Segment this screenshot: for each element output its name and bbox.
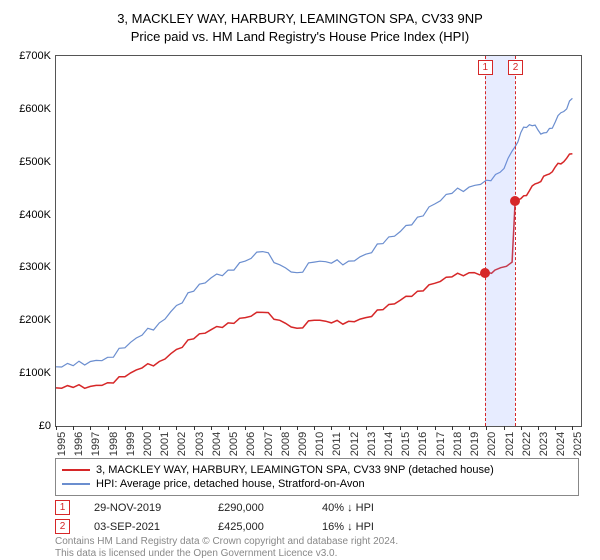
- y-axis-label: £600K: [1, 103, 51, 115]
- event-vline: [515, 56, 516, 426]
- y-axis-label: £500K: [1, 156, 51, 168]
- event-row-marker: 1: [55, 500, 70, 515]
- x-axis-label: 2022: [521, 432, 533, 456]
- event-marker-box: 2: [508, 60, 523, 75]
- footnote-line1: Contains HM Land Registry data © Crown c…: [55, 536, 398, 548]
- x-axis-label: 2020: [486, 432, 498, 456]
- event-date: 29-NOV-2019: [94, 502, 194, 514]
- x-axis-label: 2021: [504, 432, 516, 456]
- title-line1: 3, MACKLEY WAY, HARBURY, LEAMINGTON SPA,…: [0, 10, 600, 28]
- event-dot: [510, 196, 520, 206]
- legend-item: HPI: Average price, detached house, Stra…: [62, 477, 572, 491]
- legend-label: HPI: Average price, detached house, Stra…: [96, 478, 365, 490]
- footnote: Contains HM Land Registry data © Crown c…: [55, 536, 398, 560]
- x-axis-label: 2011: [331, 432, 343, 456]
- y-axis-label: £200K: [1, 314, 51, 326]
- event-change: 16% ↓ HPI: [322, 521, 374, 533]
- event-date: 03-SEP-2021: [94, 521, 194, 533]
- x-axis-label: 2000: [142, 432, 154, 456]
- x-axis-label: 2007: [263, 432, 275, 456]
- event-change: 40% ↓ HPI: [322, 502, 374, 514]
- x-axis-label: 2019: [469, 432, 481, 456]
- event-marker-box: 1: [478, 60, 493, 75]
- x-axis-label: 2009: [297, 432, 309, 456]
- y-axis-label: £400K: [1, 209, 51, 221]
- x-axis-label: 2005: [228, 432, 240, 456]
- chart-title: 3, MACKLEY WAY, HARBURY, LEAMINGTON SPA,…: [0, 0, 600, 46]
- event-table: 1 29-NOV-2019 £290,000 40% ↓ HPI 2 03-SEP-202…: [55, 498, 374, 536]
- legend-label: 3, MACKLEY WAY, HARBURY, LEAMINGTON SPA,…: [96, 464, 494, 476]
- x-axis-label: 2008: [280, 432, 292, 456]
- event-row: 2 03-SEP-2021 £425,000 16% ↓ HPI: [55, 517, 374, 536]
- plot-area: £0£100K£200K£300K£400K£500K£600K£700K199…: [55, 55, 582, 427]
- event-price: £290,000: [218, 502, 298, 514]
- event-price: £425,000: [218, 521, 298, 533]
- highlight-band: [485, 56, 515, 426]
- x-axis-label: 2015: [400, 432, 412, 456]
- x-axis-label: 2006: [245, 432, 257, 456]
- x-axis-label: 2012: [349, 432, 361, 456]
- y-axis-label: £700K: [1, 50, 51, 62]
- x-axis-label: 1998: [108, 432, 120, 456]
- event-row-marker: 2: [55, 519, 70, 534]
- x-axis-label: 2018: [452, 432, 464, 456]
- event-vline: [485, 56, 486, 426]
- x-axis-label: 2025: [572, 432, 584, 456]
- x-axis-label: 2014: [383, 432, 395, 456]
- x-axis-label: 1995: [56, 432, 68, 456]
- x-axis-label: 1997: [90, 432, 102, 456]
- title-line2: Price paid vs. HM Land Registry's House …: [0, 28, 600, 46]
- legend-swatch: [62, 483, 90, 485]
- x-axis-label: 2003: [194, 432, 206, 456]
- x-axis-label: 2013: [366, 432, 378, 456]
- x-axis-label: 2001: [159, 432, 171, 456]
- legend: 3, MACKLEY WAY, HARBURY, LEAMINGTON SPA,…: [55, 458, 579, 496]
- event-dot: [480, 268, 490, 278]
- x-axis-label: 2017: [435, 432, 447, 456]
- x-axis-label: 2024: [555, 432, 567, 456]
- legend-item: 3, MACKLEY WAY, HARBURY, LEAMINGTON SPA,…: [62, 463, 572, 477]
- legend-swatch: [62, 469, 90, 471]
- x-axis-label: 2016: [417, 432, 429, 456]
- x-axis-label: 1996: [73, 432, 85, 456]
- x-axis-label: 2004: [211, 432, 223, 456]
- footnote-line2: This data is licensed under the Open Gov…: [55, 548, 398, 560]
- event-row: 1 29-NOV-2019 £290,000 40% ↓ HPI: [55, 498, 374, 517]
- chart-container: 3, MACKLEY WAY, HARBURY, LEAMINGTON SPA,…: [0, 0, 600, 560]
- y-axis-label: £0: [1, 420, 51, 432]
- x-axis-label: 2002: [176, 432, 188, 456]
- x-axis-label: 2010: [314, 432, 326, 456]
- x-axis-label: 1999: [125, 432, 137, 456]
- x-axis-label: 2023: [538, 432, 550, 456]
- y-axis-label: £100K: [1, 367, 51, 379]
- y-axis-label: £300K: [1, 261, 51, 273]
